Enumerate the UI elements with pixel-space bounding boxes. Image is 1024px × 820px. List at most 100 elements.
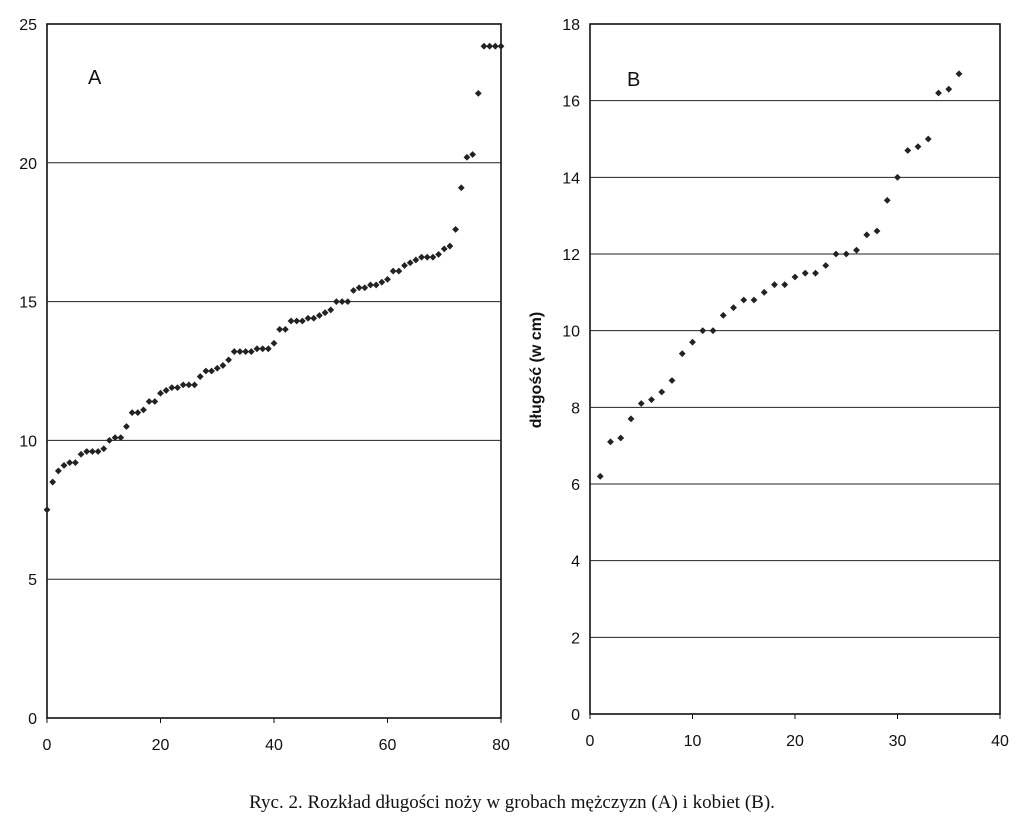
panel-b-data-point — [894, 173, 901, 181]
panel-b-data-point — [596, 472, 604, 480]
panel-a-ticks: 0 5 10 15 20 25 0 20 40 60 80 — [19, 17, 510, 754]
panel-a-y-tick-label: 10 — [19, 433, 37, 450]
panel-b-y-tick-label: 18 — [562, 17, 580, 34]
panel-a-data-point — [327, 306, 335, 314]
panel-a-x-tick-label: 60 — [379, 737, 397, 754]
panel-b-y-tick-label: 2 — [571, 630, 580, 647]
panel-b-data-point — [883, 196, 891, 204]
panel-a-data-point — [406, 259, 414, 267]
panel-b-y-tick-label: 10 — [562, 324, 580, 341]
panel-a-data-point — [54, 467, 62, 475]
panel-a-data-point — [287, 317, 295, 325]
panel-a-frame — [46, 23, 502, 719]
panel-b-y-axis-label: długość (w cm) — [528, 312, 545, 428]
panel-b-data-point — [750, 296, 758, 304]
panel-b-data-point — [924, 135, 932, 143]
panel-b-data-point — [760, 288, 768, 296]
panel-a-data-point — [134, 409, 142, 417]
panel-a-data-point — [429, 253, 437, 261]
panel-a-data-point — [106, 437, 113, 444]
panel-b-data-point — [853, 246, 860, 254]
panel-a-points — [43, 42, 505, 514]
panel-a-data-point — [378, 278, 386, 286]
panel-a-data-point — [247, 348, 255, 355]
panel-a-data-point — [469, 151, 477, 158]
panel-b-y-tick-label: 8 — [571, 400, 580, 417]
panel-a-data-point — [202, 367, 210, 375]
panel-a-data-point — [446, 242, 454, 250]
panel-a-data-point — [389, 267, 397, 275]
panel-a-data-point — [401, 262, 408, 269]
panel-b-data-point — [699, 327, 707, 335]
panel-a-data-point — [423, 253, 431, 261]
panel-a-x-tick-label: 0 — [43, 737, 52, 754]
panel-a-data-point — [276, 325, 284, 333]
panel-b-data-point — [740, 296, 748, 304]
panel-a-data-point — [259, 345, 267, 353]
panel-a-data-point — [196, 373, 204, 380]
panel-a-gridlines — [47, 162, 501, 580]
panel-b-y-tick-label: 0 — [571, 707, 580, 724]
figure-caption: Ryc. 2. Rozkład długości noży w grobach … — [249, 792, 775, 813]
panel-a-data-point — [71, 459, 79, 467]
panel-b-data-point — [678, 350, 686, 358]
panel-a-data-point — [333, 298, 340, 305]
panel-a-data-point — [457, 184, 465, 192]
panel-b-data-point — [842, 250, 850, 258]
panel-a-data-point — [179, 381, 187, 389]
panel-b-frame — [589, 23, 1001, 715]
panel-a-data-point — [338, 298, 346, 305]
panel-b-data-point — [719, 311, 727, 319]
panel-b-data-point — [832, 250, 840, 258]
panel-b-data-point — [668, 377, 676, 384]
panel-b-data-point — [607, 438, 614, 446]
panel-a-data-point — [361, 284, 369, 292]
panel-b-data-point — [730, 304, 737, 312]
panel-b-data-point — [863, 231, 871, 239]
panel-b-x-tick-label: 20 — [786, 733, 804, 750]
panel-a-data-point — [225, 356, 232, 364]
panel-a-data-point — [94, 448, 102, 455]
panel-a-data-point — [123, 423, 130, 430]
panel-b-x-tick-label: 10 — [684, 733, 702, 750]
panel-a-data-point — [100, 445, 108, 453]
panel-b-data-point — [637, 400, 645, 407]
panel-a-data-point — [191, 381, 198, 389]
panel-b-points — [596, 70, 963, 480]
panel-b-data-point — [771, 281, 778, 289]
panel-a-y-tick-label: 25 — [19, 17, 37, 34]
panel-a-data-point — [49, 478, 57, 486]
panel-b-data-point — [955, 70, 963, 78]
panel-a-y-tick-label: 5 — [28, 572, 37, 589]
panel-a-data-point — [293, 317, 301, 325]
panel-a-data-point — [145, 398, 153, 405]
panel-a-x-tick-label: 40 — [265, 737, 283, 754]
panel-a-data-point — [77, 450, 85, 458]
panel-b-x-tick-label: 30 — [889, 733, 907, 750]
panel-b-y-tick-label: 6 — [571, 477, 580, 494]
panel-a-data-point — [236, 348, 244, 355]
panel-a-data-point — [242, 348, 250, 355]
panel-b-y-tick-label: 12 — [562, 247, 580, 264]
panel-a-data-point — [367, 281, 374, 289]
panel-a-data-point — [463, 153, 471, 161]
panel-a-data-point — [304, 314, 312, 322]
panel-a-y-tick-label: 0 — [28, 711, 37, 728]
panel-a-x-tick-label: 80 — [492, 737, 510, 754]
panel-a-data-point — [140, 406, 147, 414]
panel-a-data-point — [491, 42, 499, 50]
panel-a-data-point — [168, 384, 176, 392]
panel-a-data-point — [219, 362, 227, 369]
panel-a-label: A — [88, 67, 102, 89]
panel-a-data-point — [162, 387, 170, 394]
panel-b-data-point — [658, 388, 666, 396]
panel-a-data-point — [264, 345, 272, 353]
panel-b-data-point — [873, 227, 881, 235]
panel-a-data-point — [111, 434, 119, 442]
panel-b-data-point — [801, 269, 809, 277]
panel-a-data-point — [355, 284, 363, 292]
panel-a-data-point — [213, 364, 221, 372]
panel-b-data-point — [617, 434, 625, 442]
panel-b-x-tick-label: 0 — [586, 733, 595, 750]
